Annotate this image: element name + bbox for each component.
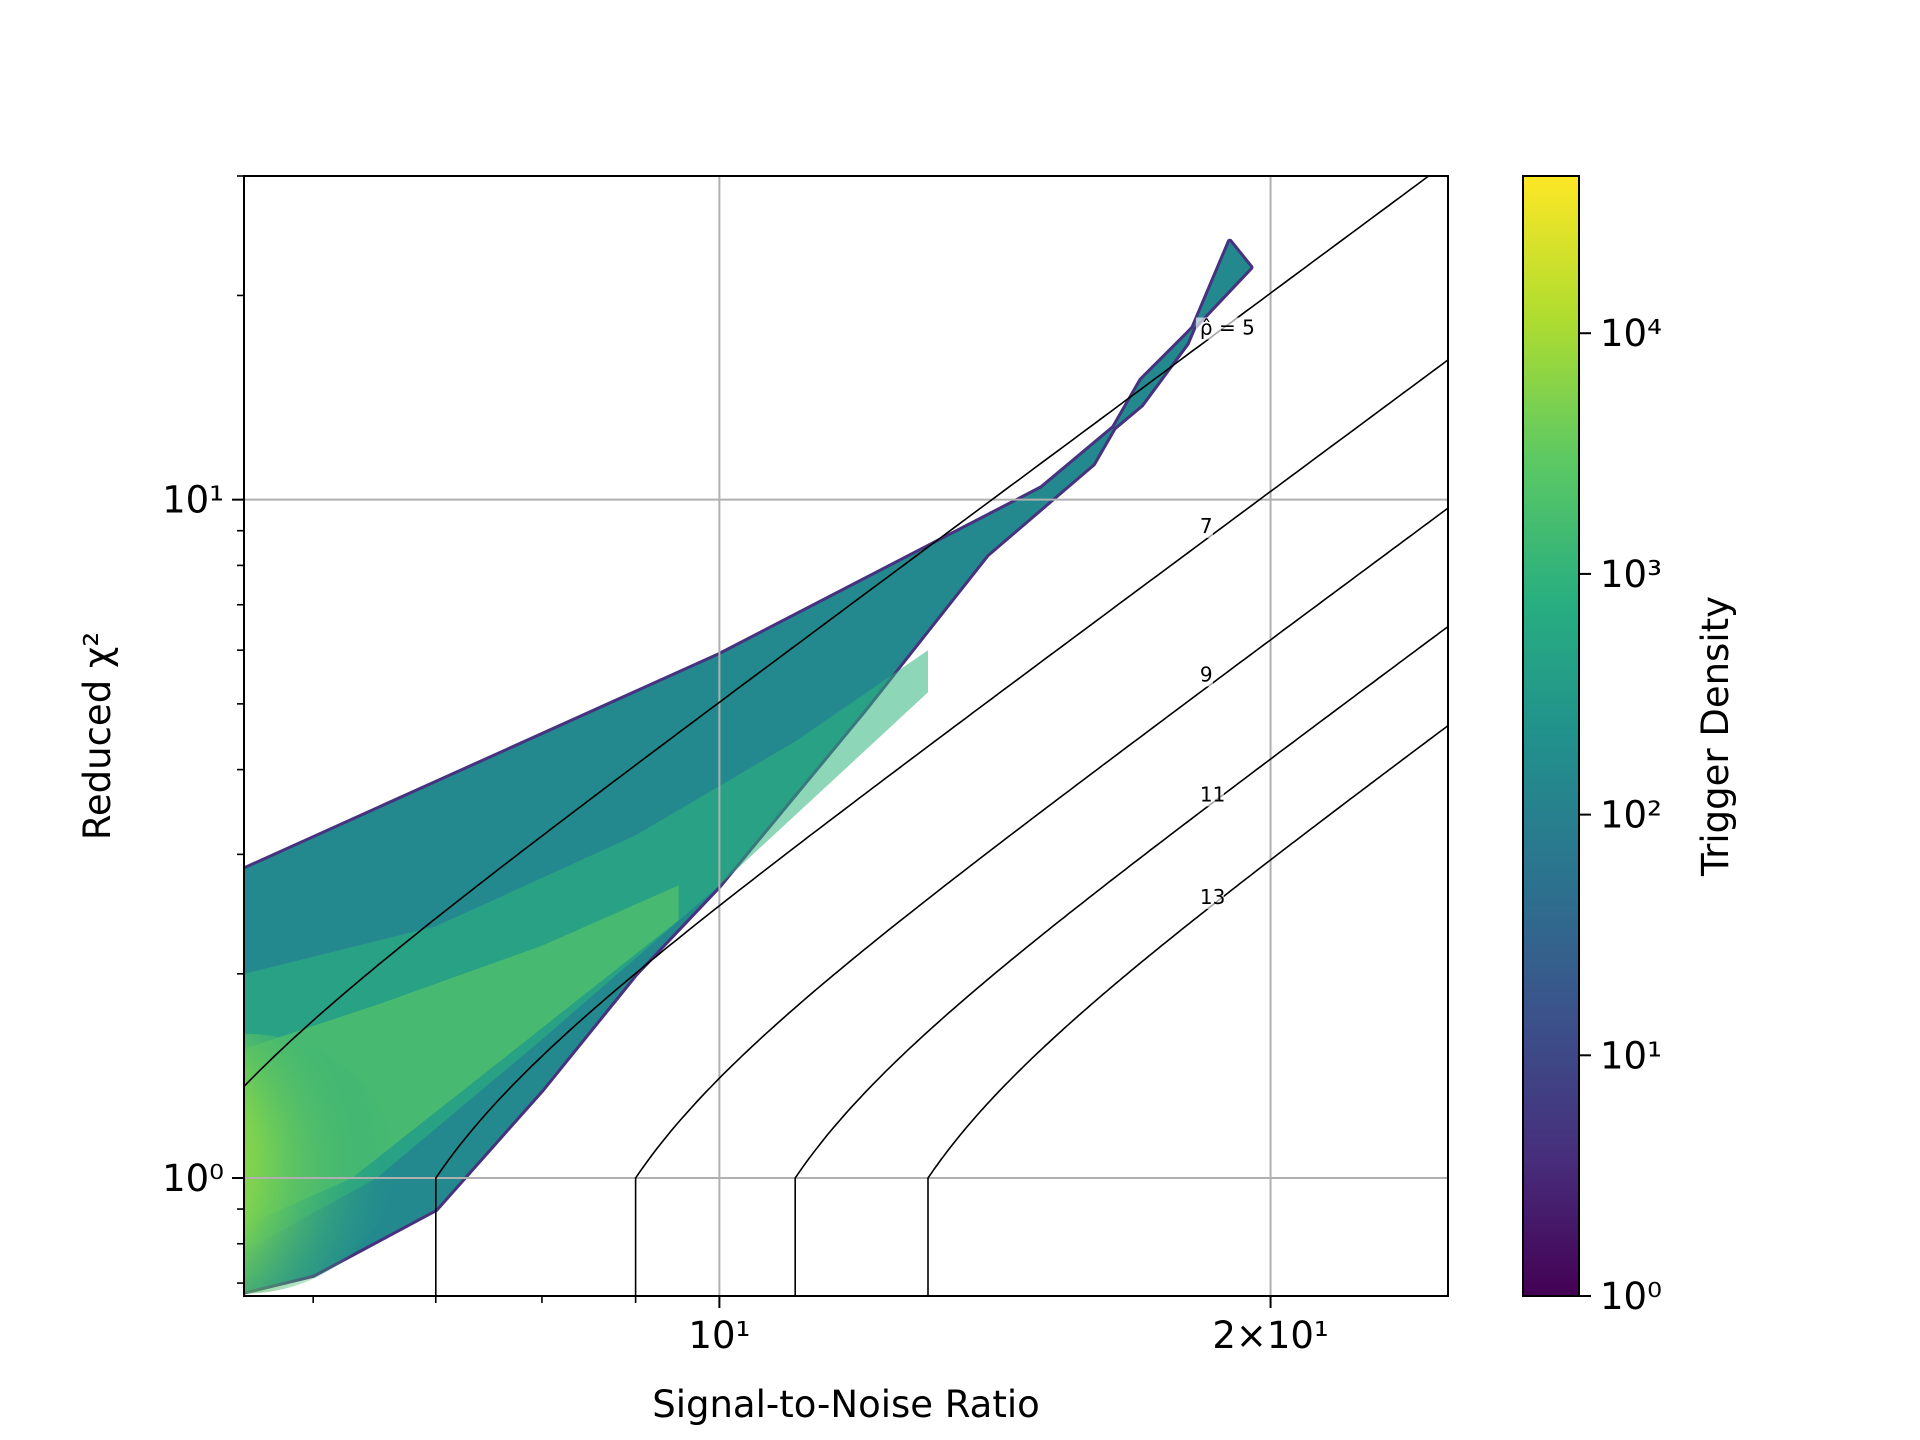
- y-axis-label: Reduced χ²: [76, 632, 119, 840]
- x-tick-label: 2×10¹: [1212, 1314, 1328, 1357]
- contour-line: [634, 507, 1448, 1296]
- colorbar-tick-label: 10³: [1600, 553, 1662, 596]
- contour-label-group: 7: [1195, 514, 1213, 538]
- colorbar-tick-label: 10¹: [1600, 1034, 1662, 1077]
- contour-label: 7: [1200, 514, 1213, 538]
- contour-line: [244, 176, 1431, 1087]
- contour-label-bg: [1195, 784, 1224, 807]
- contour-label: 9: [1200, 662, 1213, 686]
- contour-label-group: ρ̂ = 5: [1195, 315, 1268, 340]
- contour-label-group: 11: [1195, 782, 1225, 807]
- contour-label: ρ̂ = 5: [1200, 315, 1255, 339]
- axis-layer: ρ̂ = 5 7 9 11 13 10¹ 2×10¹ 10⁰ 10¹: [162, 175, 1329, 1357]
- contour-line: [435, 359, 1448, 1296]
- plot-frame: [243, 175, 1449, 1297]
- contour-label-bg: [1195, 317, 1268, 340]
- colorbar-ticks: 10⁰ 10¹ 10² 10³ 10⁴: [1579, 312, 1662, 1318]
- contour-line: [794, 625, 1448, 1296]
- colorbar-tick-label: 10⁴: [1600, 312, 1662, 355]
- contour-layer: [244, 176, 1448, 1296]
- contour-label: 13: [1200, 885, 1225, 909]
- plot-area: [244, 176, 1448, 1296]
- x-axis-label: Signal-to-Noise Ratio: [652, 1383, 1040, 1426]
- density-peak: [244, 1033, 394, 1294]
- colorbar-label: Trigger Density: [1694, 596, 1737, 877]
- colorbar-tick-label: 10⁰: [1600, 1275, 1662, 1318]
- contour-label-group: 9: [1195, 662, 1213, 687]
- colorbar-gradient: [1522, 175, 1580, 1297]
- y-tick-label: 10⁰: [162, 1157, 224, 1200]
- contour-label-bg: [1195, 886, 1224, 909]
- y-tick-label: 10¹: [162, 479, 224, 522]
- colorbar-tick-label: 10²: [1600, 794, 1662, 837]
- grid-layer: [244, 176, 1448, 1296]
- colorbar: 10⁰ 10¹ 10² 10³ 10⁴ Trigger Density: [1522, 175, 1737, 1318]
- contour-line: [927, 724, 1448, 1296]
- contour-label: 11: [1200, 782, 1225, 806]
- density-layer: [244, 238, 1254, 1295]
- contour-label-group: 13: [1195, 885, 1225, 909]
- x-tick-label: 10¹: [688, 1314, 750, 1357]
- contour-label-bg: [1195, 664, 1213, 687]
- contour-label-bg: [1195, 515, 1213, 538]
